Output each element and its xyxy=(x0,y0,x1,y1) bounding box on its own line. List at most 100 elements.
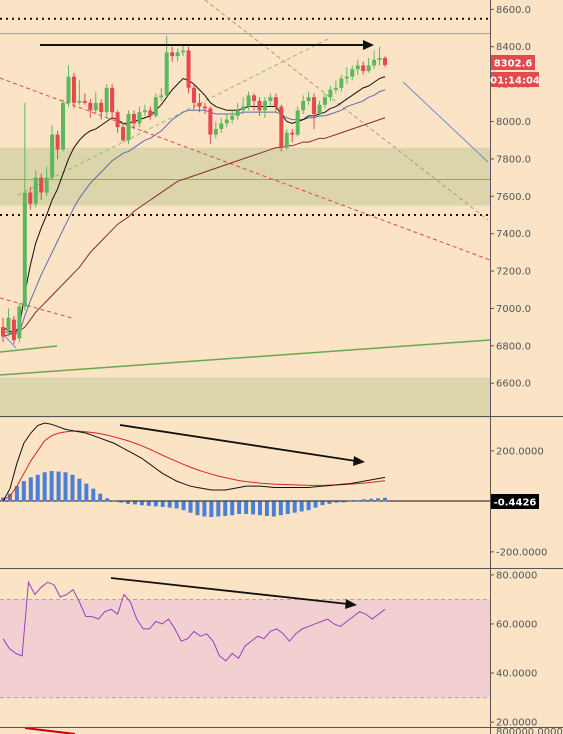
candle xyxy=(50,125,55,180)
candle xyxy=(350,65,355,81)
macd-histogram-bar xyxy=(313,501,318,508)
volume-red-line xyxy=(24,727,76,734)
candle-body xyxy=(22,192,27,307)
candle xyxy=(137,106,142,128)
macd-histogram-bar xyxy=(251,501,256,515)
macd-histogram-bar xyxy=(77,478,82,502)
candle-body xyxy=(66,76,71,103)
candle-body xyxy=(175,52,180,57)
candle-body xyxy=(11,319,16,341)
candle-body xyxy=(262,100,267,111)
candle xyxy=(301,95,306,115)
blue-small-arrow-line xyxy=(3,334,17,349)
candle-body xyxy=(44,177,49,193)
candle xyxy=(252,93,257,111)
macd-histogram-bar xyxy=(70,474,75,502)
candle-body xyxy=(224,119,229,124)
candle-body xyxy=(377,57,382,60)
macd-histogram-bar xyxy=(98,493,103,502)
candle-body xyxy=(1,327,5,337)
candle xyxy=(170,46,175,62)
macd-histogram-bar xyxy=(202,501,207,517)
macd-histogram-bar xyxy=(105,498,110,502)
candle xyxy=(312,93,317,129)
candle xyxy=(104,84,109,116)
volume-panel[interactable] xyxy=(0,727,490,734)
macd-histogram-bar xyxy=(139,501,144,506)
macd-histogram-bar xyxy=(1,497,5,502)
macd-histogram-bar xyxy=(112,500,117,502)
macd-histogram-bar xyxy=(181,501,186,511)
macd-histogram-bar xyxy=(348,500,353,502)
green-support-trendline xyxy=(0,339,491,376)
macd-histogram-bar xyxy=(91,488,96,502)
candle-body xyxy=(333,87,338,90)
candle-body xyxy=(339,78,344,88)
rsi-polyline xyxy=(2,580,386,662)
candle-body xyxy=(273,97,278,107)
trendlines xyxy=(0,0,491,376)
price-tick-label: 6800.0 xyxy=(496,341,531,352)
candle xyxy=(290,128,295,143)
price-tick-label: 6600.0 xyxy=(496,379,531,390)
macd-value-badge: -0.4426 xyxy=(491,494,539,509)
macd-histogram xyxy=(1,471,387,517)
macd-tick-label: -200.0000 xyxy=(496,547,547,558)
candle xyxy=(82,93,87,105)
candle-body xyxy=(82,100,87,103)
candle-body xyxy=(208,108,213,135)
macd-histogram-bar xyxy=(264,501,269,516)
macd-histogram-bar xyxy=(28,477,33,502)
macd-divergence-line xyxy=(119,424,357,462)
candle xyxy=(361,61,366,75)
volume-tick-label: 800000.0000 xyxy=(496,727,563,734)
candle xyxy=(246,91,251,111)
candle-body xyxy=(186,50,191,88)
candle xyxy=(317,100,322,116)
rsi-divergence-line xyxy=(110,577,349,605)
candles xyxy=(1,35,387,344)
candle-body xyxy=(197,102,202,107)
candle xyxy=(175,48,180,62)
rsi-tick-label: 60.0000 xyxy=(496,619,537,630)
candle xyxy=(241,97,246,115)
candle-body xyxy=(104,87,109,113)
candle xyxy=(224,114,229,128)
rsi-band-fill xyxy=(0,599,490,698)
candle xyxy=(153,93,158,118)
rsi-panel[interactable] xyxy=(0,570,490,727)
candle-body xyxy=(170,52,175,57)
macd-histogram-bar xyxy=(278,501,283,516)
candle xyxy=(279,104,284,152)
candle xyxy=(61,99,66,152)
macd-histogram-bar xyxy=(369,498,374,502)
price-tick-label: 7200.0 xyxy=(496,267,531,278)
macd-histogram-bar xyxy=(341,501,346,503)
candle xyxy=(328,85,333,101)
candle xyxy=(339,74,344,92)
macd-divergence-arrow-head xyxy=(353,456,365,466)
candle-body xyxy=(33,177,38,204)
candle-body xyxy=(115,112,120,128)
candle-body xyxy=(137,112,142,124)
price-panel[interactable] xyxy=(0,0,491,419)
candle xyxy=(202,102,207,115)
candle-body xyxy=(71,76,76,103)
macd-panel[interactable] xyxy=(0,418,490,568)
candle-body xyxy=(279,106,284,148)
candle xyxy=(39,173,44,201)
macd-lines xyxy=(2,422,386,502)
candle xyxy=(17,302,22,343)
candle xyxy=(219,117,224,133)
macd-histogram-bar xyxy=(132,501,137,505)
candle xyxy=(322,93,327,109)
candle-body xyxy=(328,89,333,98)
candle-body xyxy=(55,134,60,150)
candle xyxy=(28,186,33,210)
support-zone xyxy=(0,147,490,206)
macd-histogram-bar xyxy=(63,472,68,502)
rsi-divergence-arrow-head xyxy=(345,599,357,609)
candle xyxy=(44,166,49,197)
macd-histogram-bar xyxy=(119,501,124,503)
